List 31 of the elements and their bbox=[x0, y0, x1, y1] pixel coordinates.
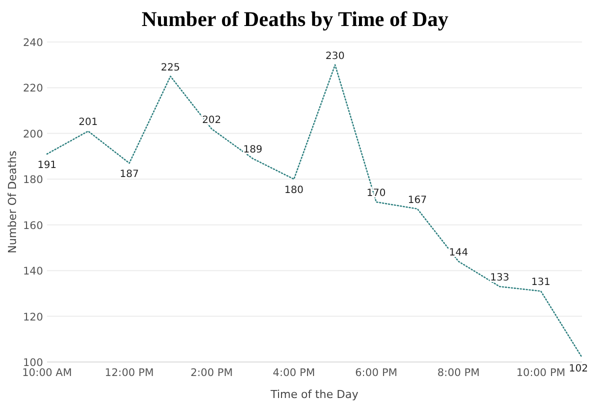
data-label: 102 bbox=[568, 363, 588, 374]
x-tick-label: 2:00 PM bbox=[190, 367, 233, 379]
y-tick-label: 200 bbox=[22, 128, 43, 140]
data-label: 225 bbox=[160, 62, 180, 74]
x-tick-label: 10:00 AM bbox=[22, 367, 72, 379]
data-label: 133 bbox=[490, 272, 510, 284]
x-tick-label: 8:00 PM bbox=[437, 367, 480, 379]
data-label: 201 bbox=[78, 117, 98, 128]
x-axis-title: Time of the Day bbox=[270, 388, 359, 401]
x-tick-label: 10:00 PM bbox=[516, 367, 566, 379]
data-label: 189 bbox=[243, 144, 262, 156]
y-tick-label: 180 bbox=[22, 174, 43, 186]
y-tick-label: 120 bbox=[22, 311, 43, 324]
data-label: 191 bbox=[37, 160, 57, 171]
data-label: 144 bbox=[448, 247, 468, 258]
y-tick-label: 140 bbox=[22, 266, 43, 278]
data-label: 230 bbox=[326, 50, 345, 62]
data-label: 131 bbox=[531, 277, 550, 288]
y-tick-label: 220 bbox=[22, 82, 43, 95]
data-label: 180 bbox=[284, 185, 304, 196]
data-label: 170 bbox=[366, 188, 386, 199]
y-tick-label: 100 bbox=[22, 357, 43, 369]
x-tick-label: 6:00 PM bbox=[355, 367, 398, 379]
y-tick-label: 240 bbox=[22, 37, 43, 49]
y-axis-title: Number Of Deaths bbox=[6, 150, 19, 254]
y-tick-label: 160 bbox=[22, 220, 43, 232]
chart-title: Number of Deaths by Time of Day bbox=[142, 7, 449, 31]
x-tick-label: 12:00 PM bbox=[104, 367, 154, 379]
x-tick-label: 4:00 PM bbox=[272, 367, 316, 379]
data-label: 167 bbox=[408, 194, 427, 206]
data-label: 187 bbox=[120, 169, 139, 180]
